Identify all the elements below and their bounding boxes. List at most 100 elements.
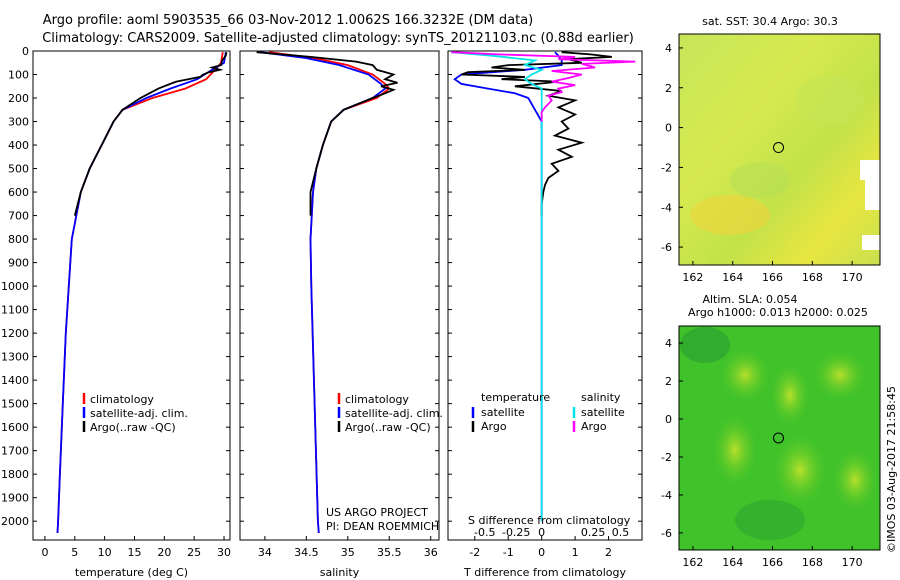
y-tick-label: 1000 <box>1 280 29 293</box>
map-x-tick-label: 164 <box>722 271 743 284</box>
series-line-temperature-argo <box>461 51 613 216</box>
temperature-chart: 0 5 10 15 20 25 30 temperature (deg C) 0 100 200 30… <box>1 45 231 579</box>
argo-float-marker <box>773 432 785 444</box>
figure-title-line2: Climatology: CARS2009. Satellite-adjuste… <box>42 31 634 46</box>
sst-map-axes: 162 164 166 168 170 4 2 0 -2 -4 -6 <box>661 42 863 284</box>
series-line-satellite-adj-clim <box>260 51 387 533</box>
difference-panel-frame <box>447 50 643 541</box>
x-axis-label: T difference from climatology <box>463 566 626 579</box>
x-tick-label: 36 <box>424 546 438 559</box>
legend-temp-argo: Argo <box>481 420 507 433</box>
map-y-tick-label: 2 <box>665 82 672 95</box>
salinity-chart: 34 34.5 35 35.5 36 salinity <box>240 50 439 579</box>
x-tick-label: 34.5 <box>294 546 319 559</box>
y-tick-label: 1400 <box>1 374 29 387</box>
y-tick-label: 1800 <box>1 468 29 481</box>
x-tick-label: 20 <box>157 546 171 559</box>
x-tick-label: 34 <box>258 546 272 559</box>
map-y-tick-label: -6 <box>661 527 672 540</box>
x-axis-label: temperature (deg C) <box>75 566 188 579</box>
y-tick-label: 400 <box>8 139 29 152</box>
y-tick-label: 1900 <box>1 492 29 505</box>
sla-map-axes: 162 164 166 168 170 4 2 0 -2 -4 -6 <box>661 337 863 569</box>
y-tick-label: 300 <box>8 116 29 129</box>
x-tick-label: -1 <box>503 546 514 559</box>
s-tick-label: -0.25 <box>502 526 530 539</box>
s-tick-label: 0.25 <box>581 526 606 539</box>
series-line-temperature-satellite <box>453 51 563 522</box>
map-y-tick-label: 0 <box>665 122 672 135</box>
legend-sal-argo: Argo <box>581 420 607 433</box>
map-x-tick-label: 168 <box>802 556 823 569</box>
sla-map-title: Altim. SLA: 0.054 <box>702 293 797 306</box>
sst-map-title: sat. SST: 30.4 Argo: 30.3 <box>702 15 838 28</box>
sst-map-frame <box>678 33 881 266</box>
y-tick-label: 1600 <box>1 421 29 434</box>
y-tick-label: 1700 <box>1 445 29 458</box>
imos-timestamp: ©IMOS 03-Aug-2017 21:58:45 <box>885 386 898 553</box>
difference-chart: -2 -1 0 1 2 -0.5 -0.25 0 0.25 0.5 T difference fro… <box>448 50 642 579</box>
legend-climatology: climatology <box>90 393 154 406</box>
map-x-tick-label: 170 <box>842 271 863 284</box>
x-tick-label: 0 <box>538 546 545 559</box>
map-x-tick-label: 166 <box>762 271 783 284</box>
y-tick-label: 0 <box>22 45 29 58</box>
legend-header-salinity: salinity <box>581 391 621 404</box>
temperature-panel-frame <box>32 50 231 541</box>
map-x-tick-label: 166 <box>762 556 783 569</box>
y-tick-label: 200 <box>8 92 29 105</box>
difference-legend: temperature salinity satellite Argo sate… <box>468 391 631 527</box>
s-tick-label: 0 <box>538 526 545 539</box>
argo-float-marker <box>773 142 785 154</box>
x-axis-label: salinity <box>320 566 360 579</box>
x-tick-label: 35 <box>341 546 355 559</box>
y-tick-label: 600 <box>8 186 29 199</box>
missing-data-patch <box>860 160 880 180</box>
y-tick-label: 900 <box>8 257 29 270</box>
map-y-tick-label: -2 <box>661 161 672 174</box>
x-tick-label: 25 <box>187 546 201 559</box>
y-tick-label: 1500 <box>1 398 29 411</box>
y-tick-label: 2000 <box>1 515 29 528</box>
map-y-tick-label: 2 <box>665 375 672 388</box>
legend-sal-satellite: satellite <box>581 406 625 419</box>
missing-data-patch <box>862 235 880 250</box>
legend-temp-satellite: satellite <box>481 406 525 419</box>
figure-title-line1: Argo profile: aoml 5903535_66 03-Nov-201… <box>43 13 534 28</box>
s-tick-label: -0.5 <box>474 526 495 539</box>
sst-map <box>678 33 881 266</box>
salinity-panel-frame <box>239 50 440 541</box>
x-tick-label: 5 <box>71 546 78 559</box>
map-y-tick-label: -4 <box>661 201 672 214</box>
x-tick-label: 2 <box>605 546 612 559</box>
s-tick-label: 0.5 <box>612 526 630 539</box>
series-line-climatology <box>56 52 224 533</box>
map-x-tick-label: 162 <box>682 556 703 569</box>
y-tick-label: 700 <box>8 210 29 223</box>
map-y-tick-label: -6 <box>661 241 672 254</box>
map-y-tick-label: 0 <box>665 413 672 426</box>
x-tick-label: 30 <box>217 546 231 559</box>
series-line-argo-raw-qc <box>73 52 228 216</box>
legend-climatology: climatology <box>345 393 409 406</box>
temperature-legend: climatology satellite-adj. clim. Argo(..… <box>82 393 188 434</box>
y-tick-label: 100 <box>8 69 29 82</box>
s-difference-label: S difference from climatology <box>468 514 631 527</box>
legend-argo: Argo(..raw -QC) <box>90 421 176 434</box>
project-annotation: US ARGO PROJECT <box>326 506 428 519</box>
map-x-tick-label: 168 <box>802 271 823 284</box>
pi-annotation: PI: DEAN ROEMMICH <box>326 520 439 533</box>
y-tick-label: 500 <box>8 163 29 176</box>
map-y-tick-label: -4 <box>661 489 672 502</box>
series-line-salinity-satellite <box>451 51 545 522</box>
salinity-legend: climatology satellite-adj. clim. Argo(..… <box>326 393 443 533</box>
map-x-tick-label: 170 <box>842 556 863 569</box>
series-line-climatology <box>268 51 391 533</box>
missing-data-patch <box>865 180 880 210</box>
series-line-salinity-argo <box>451 51 636 122</box>
x-tick-label: -2 <box>469 546 480 559</box>
series-line-satellite-adj-clim <box>56 52 227 533</box>
map-x-tick-label: 164 <box>722 556 743 569</box>
legend-header-temperature: temperature <box>481 391 550 404</box>
